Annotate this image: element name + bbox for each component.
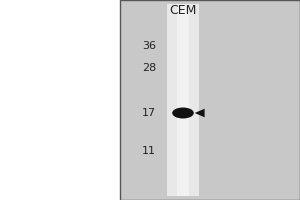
Text: 17: 17 bbox=[142, 108, 156, 118]
Text: 36: 36 bbox=[142, 41, 156, 51]
Bar bbox=[177, 4, 189, 196]
Ellipse shape bbox=[172, 108, 194, 118]
Text: 28: 28 bbox=[142, 63, 156, 73]
Bar bbox=[120, 0, 300, 200]
Polygon shape bbox=[195, 109, 205, 117]
Text: 11: 11 bbox=[142, 146, 156, 156]
Bar bbox=[167, 4, 199, 196]
Text: CEM: CEM bbox=[169, 4, 197, 18]
